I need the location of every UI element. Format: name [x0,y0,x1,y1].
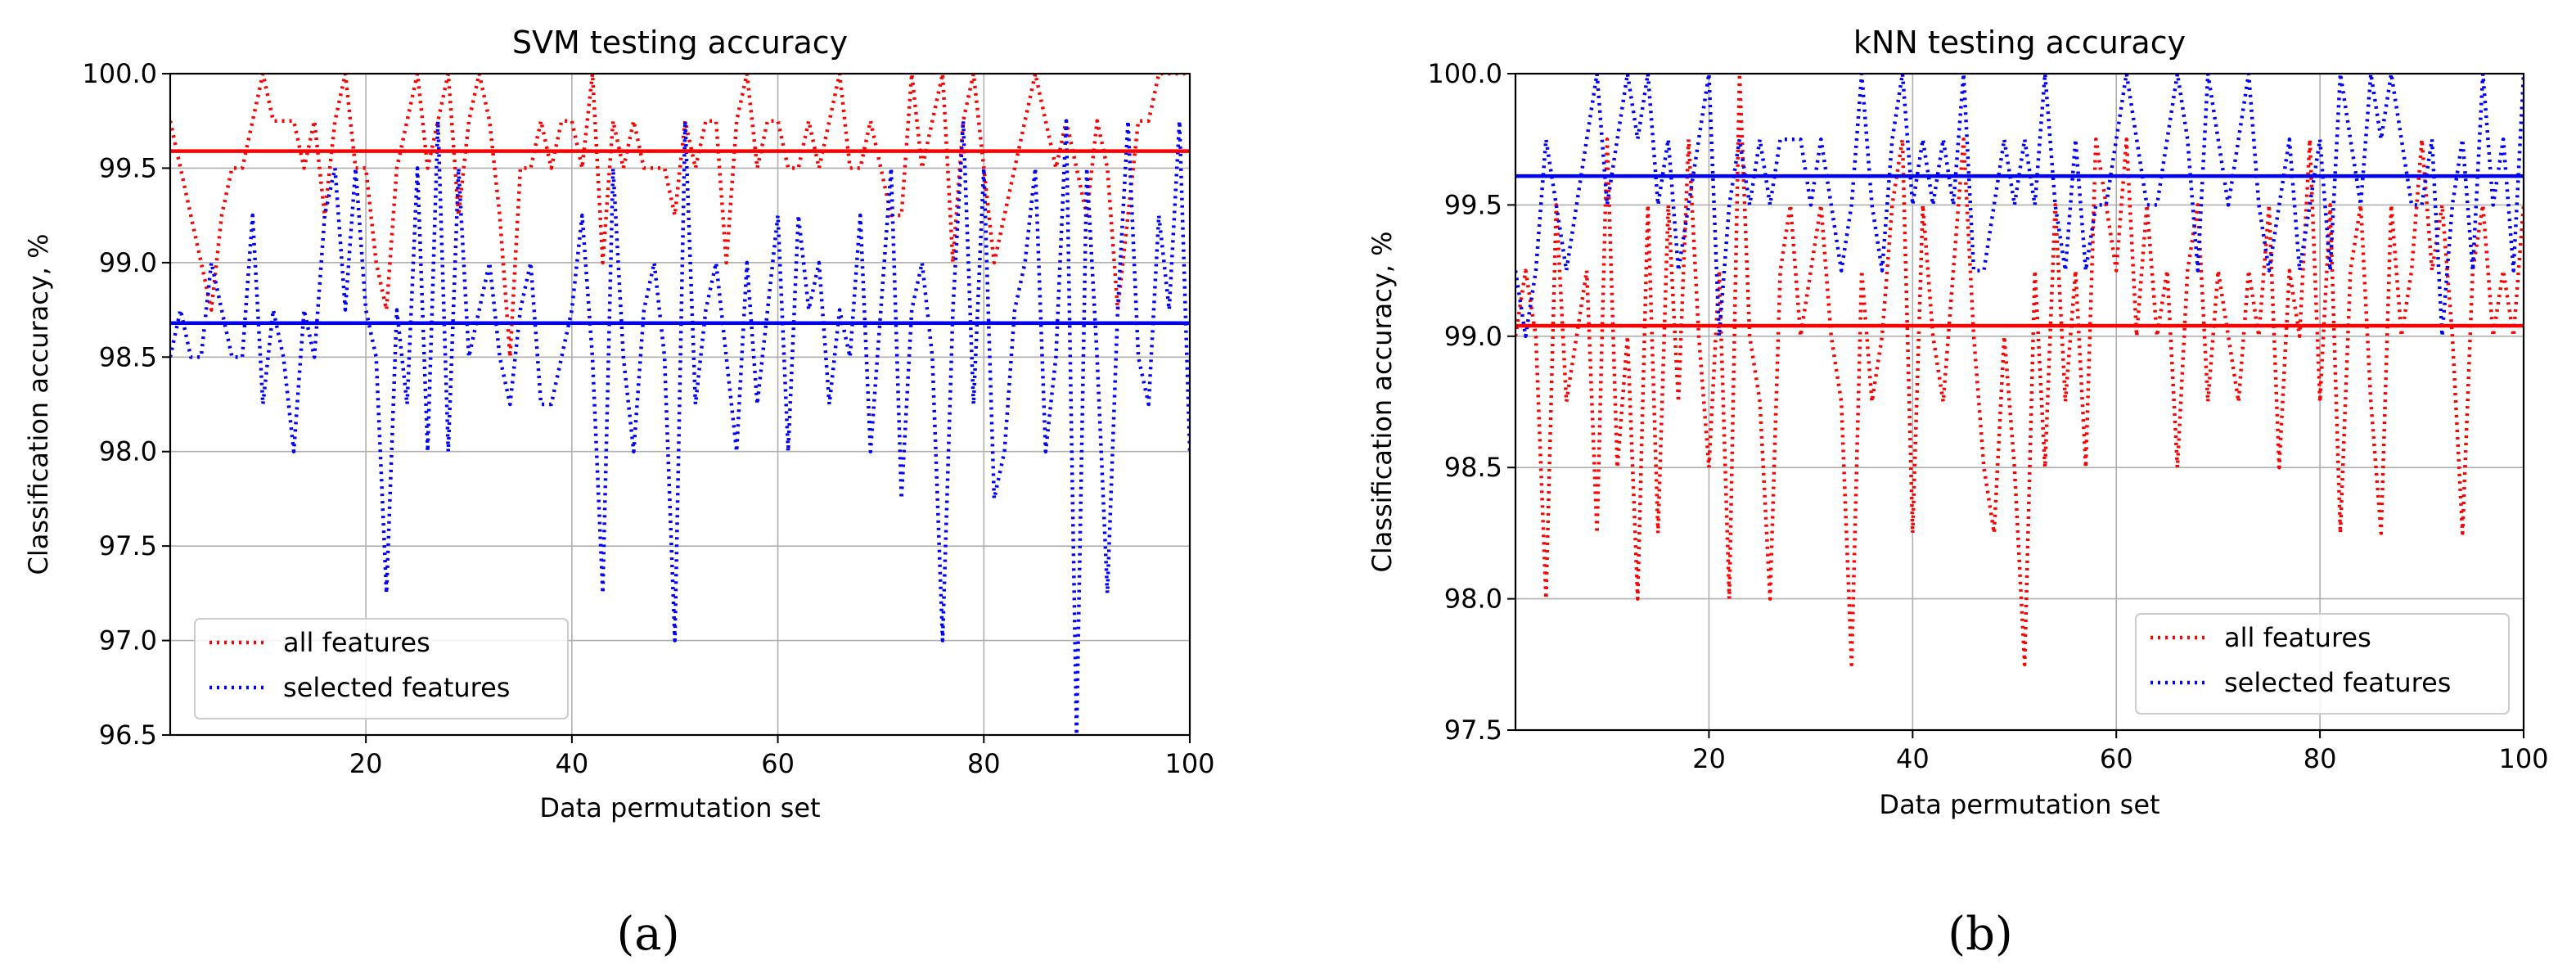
y-tick-label: 97.0 [99,625,157,656]
y-tick-label: 98.5 [1444,452,1502,483]
y-tick-label: 99.0 [99,247,157,278]
y-tick-label: 97.5 [1444,715,1502,746]
y-tick-label: 98.0 [99,436,157,467]
x-tick-label: 100 [1164,748,1214,779]
x-tick-label: 100 [2498,743,2548,774]
ticks-b: 20 40 60 80 100 97.5 98.0 98.5 99.0 99.5 100.0 [1427,58,2548,774]
series-line-all-features [1515,74,2524,667]
mean-layer-a [170,149,1190,325]
ticks-a: 20 40 60 80 100 96.5 97.0 97.5 98.0 98.5 99.0 99.5 1… [82,58,1214,779]
mean-layer-b [1515,174,2524,328]
y-tick-label: 96.5 [99,719,157,751]
legend-label-b-all: all features [2224,622,2371,653]
y-tick-label: 100.0 [82,58,157,89]
y-axis-label-b: Classification accuracy, % [1367,231,1398,572]
chart-panel-b: 20 40 60 80 100 97.5 98.0 98.5 99.0 99.5 100.0 kNN… [1367,25,2549,961]
chart-title-b: kNN testing accuracy [1853,25,2186,61]
x-tick-label: 80 [967,748,1001,779]
plot-frame-b [1514,72,2525,732]
y-tick-label: 98.0 [1444,584,1502,615]
y-tick-label: 99.0 [1444,321,1502,352]
x-axis-label-a: Data permutation set [539,792,820,823]
legend-box-b [2135,613,2510,715]
legend-a: all features selected features [194,618,569,719]
grid-a [170,73,1191,736]
plot-frame-a [169,72,1191,737]
panel-caption-a: (a) [616,908,679,961]
legend-label-a-all: all features [283,627,430,658]
legend-label-a-selected: selected features [283,672,510,703]
y-axis-label-a: Classification accuracy, % [23,233,54,575]
x-tick-label: 20 [349,748,383,779]
panel-caption-b: (b) [1948,908,2013,961]
x-tick-label: 40 [1896,743,1930,774]
y-tick-label: 97.5 [99,530,157,561]
y-tick-label: 99.5 [1444,189,1502,220]
series-line-selected-features [1515,74,2524,339]
legend-label-b-selected: selected features [2224,667,2451,698]
x-tick-label: 60 [761,748,795,779]
y-tick-label: 100.0 [1427,58,1502,89]
series-layer-b [1515,74,2524,667]
x-tick-label: 80 [2304,743,2337,774]
chart-panel-a: 20 40 60 80 100 96.5 97.0 97.5 98.0 98.5 99.0 99.5 1… [23,25,1215,961]
x-tick-label: 60 [2100,743,2133,774]
x-tick-label: 20 [1692,743,1726,774]
legend-b: all features selected features [2135,613,2510,715]
legend-box-a [194,618,569,719]
x-tick-label: 40 [555,748,588,779]
y-tick-label: 99.5 [99,152,157,183]
y-tick-label: 98.5 [99,341,157,372]
chart-title-a: SVM testing accuracy [512,25,848,61]
x-axis-label-b: Data permutation set [1879,789,2159,820]
